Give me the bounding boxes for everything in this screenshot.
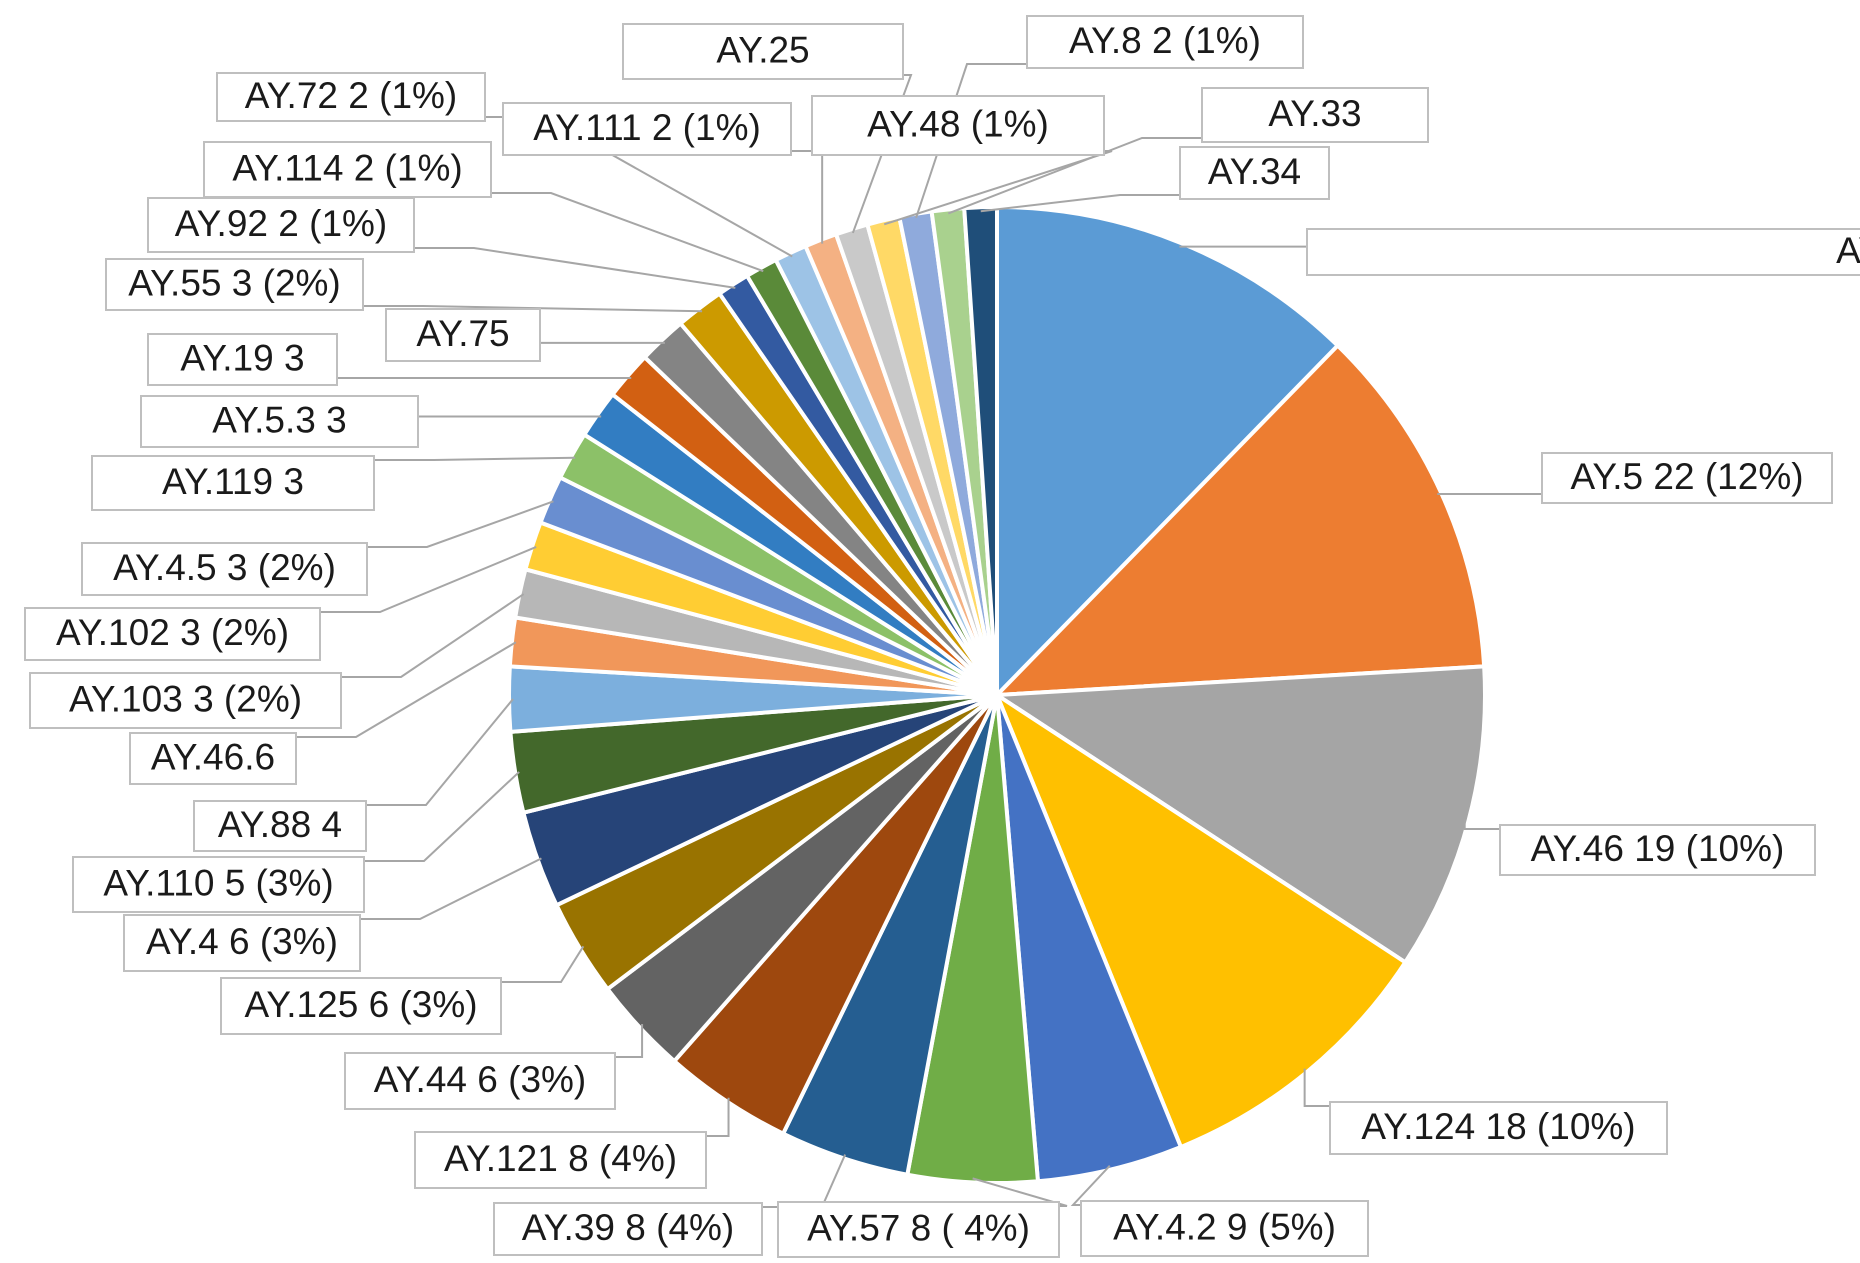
data-label-ay-4-5: AY.4.5 3 (2%) bbox=[113, 547, 336, 588]
pie-slice-ay-43 bbox=[995, 204, 1341, 700]
pie-slice-ay-4-2 bbox=[995, 694, 1184, 1184]
data-label-ay-124: AY.124 18 (10%) bbox=[1361, 1106, 1635, 1147]
data-label-ay-33: AY.33 bbox=[1268, 93, 1361, 134]
leader-line-ay-119 bbox=[374, 456, 576, 461]
leader-line-ay-39 bbox=[762, 1154, 847, 1208]
leader-line-ay-46 bbox=[1463, 819, 1500, 830]
leader-line-ay-102 bbox=[320, 546, 537, 613]
data-label-ay-110: AY.110 5 (3%) bbox=[103, 862, 333, 903]
data-label-box-ay-19 bbox=[147, 333, 338, 386]
data-label-box-ay-48 bbox=[811, 95, 1105, 156]
leader-line-ay-44 bbox=[615, 1024, 644, 1058]
data-label-ay-114: AY.114 2 (1%) bbox=[232, 147, 462, 188]
data-label-ay-5: AY.5 22 (12%) bbox=[1570, 456, 1803, 497]
data-label-box-ay-33 bbox=[1201, 87, 1429, 143]
data-label-box-ay-125 bbox=[220, 977, 502, 1035]
data-label-box-ay-75 bbox=[385, 308, 541, 362]
data-label-box-ay-5-3 bbox=[140, 395, 419, 448]
data-label-ay-8: AY.8 2 (1%) bbox=[1069, 20, 1261, 61]
data-label-box-ay-4-5 bbox=[81, 542, 368, 596]
leader-line-ay-55 bbox=[363, 305, 703, 313]
pie-slice-ay-5 bbox=[991, 342, 1487, 698]
data-label-box-ay-121 bbox=[414, 1131, 707, 1189]
data-label-ay-46: AY.46 19 (10%) bbox=[1531, 828, 1785, 869]
slices-layer bbox=[507, 204, 1487, 1185]
leader-line-ay-4-2 bbox=[1070, 1164, 1111, 1206]
leader-line-ay-46-6 bbox=[296, 641, 517, 738]
data-label-ay-75: AY.75 bbox=[416, 313, 509, 354]
data-labels-layer: AY.43 23 (12%) AY.5 22 (12%) AY.46 19 (10%… bbox=[24, 15, 1860, 1258]
data-label-box-ay-111 bbox=[502, 102, 792, 156]
data-label-box-ay-46 bbox=[1499, 824, 1816, 876]
leader-line-ay-25 bbox=[851, 74, 913, 234]
data-label-ay-55: AY.55 3 (2%) bbox=[128, 262, 341, 303]
data-label-ay-88: AY.88 4 bbox=[218, 804, 342, 845]
leader-line-ay-88 bbox=[366, 698, 514, 806]
leader-line-ay-114 bbox=[491, 192, 764, 273]
leader-line-ay-111 bbox=[791, 150, 824, 244]
data-label-box-ay-4-2 bbox=[1080, 1200, 1369, 1257]
data-label-box-ay-102 bbox=[24, 607, 321, 661]
data-label-ay-125: AY.125 6 (3%) bbox=[244, 984, 477, 1025]
data-label-box-ay-44 bbox=[344, 1052, 616, 1110]
data-label-box-ay-103 bbox=[29, 672, 342, 729]
data-label-ay-48: AY.48 (1%) bbox=[867, 103, 1049, 144]
leader-line-ay-57 bbox=[972, 1177, 1068, 1207]
leader-line-ay-4-5 bbox=[367, 500, 554, 548]
data-label-box-ay-34 bbox=[1179, 146, 1330, 200]
data-label-ay-5-3: AY.5.3 3 bbox=[212, 399, 346, 440]
pie-slice-ay-124 bbox=[992, 689, 1409, 1150]
data-label-ay-111: AY.111 2 (1%) bbox=[533, 107, 761, 148]
data-label-ay-92: AY.92 2 (1%) bbox=[175, 203, 388, 244]
pie-slice-ay-46 bbox=[990, 664, 1487, 966]
data-label-ay-44: AY.44 6 (3%) bbox=[374, 1059, 587, 1100]
data-label-ay-4: AY.4 6 (3%) bbox=[146, 921, 338, 962]
leader-line-ay-92 bbox=[414, 247, 736, 289]
data-label-box-ay-5 bbox=[1541, 452, 1833, 504]
leader-line-ay-125 bbox=[501, 945, 585, 983]
data-label-box-ay-92 bbox=[147, 197, 415, 253]
leader-line-ay-124 bbox=[1303, 1068, 1330, 1107]
data-label-box-ay-124 bbox=[1329, 1101, 1668, 1155]
data-label-ay-46-6: AY.46.6 bbox=[151, 736, 275, 777]
data-label-box-ay-8 bbox=[1026, 15, 1304, 69]
leader-line-ay-34 bbox=[980, 194, 1180, 213]
data-label-box-ay-46-6 bbox=[129, 732, 297, 785]
data-label-box-ay-43 bbox=[1306, 228, 1860, 276]
data-label-box-ay-110 bbox=[72, 856, 365, 913]
data-label-ay-121: AY.121 8 (4%) bbox=[444, 1138, 677, 1179]
data-label-ay-39: AY.39 8 (4%) bbox=[522, 1207, 735, 1248]
data-label-box-ay-55 bbox=[105, 258, 364, 311]
leader-line-ay-4 bbox=[360, 857, 542, 920]
leader-line-ay-110 bbox=[364, 771, 520, 862]
data-label-ay-19: AY.19 3 bbox=[180, 337, 304, 378]
data-label-box-ay-25 bbox=[622, 23, 904, 80]
data-label-box-ay-114 bbox=[203, 141, 492, 198]
data-label-ay-4-2: AY.4.2 9 (5%) bbox=[1113, 1206, 1336, 1247]
data-label-ay-43: AY.43 23 (12%) bbox=[1836, 230, 1860, 271]
data-label-ay-72: AY.72 2 (1%) bbox=[245, 75, 458, 116]
leader-line-ay-121 bbox=[706, 1097, 730, 1137]
data-label-ay-25: AY.25 bbox=[716, 29, 809, 70]
leader-line-ay-33 bbox=[947, 137, 1202, 215]
data-label-box-ay-4 bbox=[123, 914, 361, 972]
data-label-box-ay-57 bbox=[777, 1201, 1060, 1258]
data-label-ay-34: AY.34 bbox=[1208, 151, 1301, 192]
data-label-ay-102: AY.102 3 (2%) bbox=[56, 612, 289, 653]
data-label-box-ay-88 bbox=[193, 800, 367, 852]
data-label-ay-103: AY.103 3 (2%) bbox=[69, 678, 302, 719]
leader-line-ay-8 bbox=[915, 63, 1027, 219]
data-label-box-ay-39 bbox=[493, 1202, 763, 1256]
data-label-box-ay-72 bbox=[216, 72, 486, 122]
leader-line-ay-103 bbox=[341, 593, 525, 678]
data-label-box-ay-119 bbox=[91, 455, 375, 511]
data-label-ay-57: AY.57 8 ( 4%) bbox=[807, 1207, 1030, 1248]
data-label-ay-119: AY.119 3 bbox=[162, 461, 304, 502]
